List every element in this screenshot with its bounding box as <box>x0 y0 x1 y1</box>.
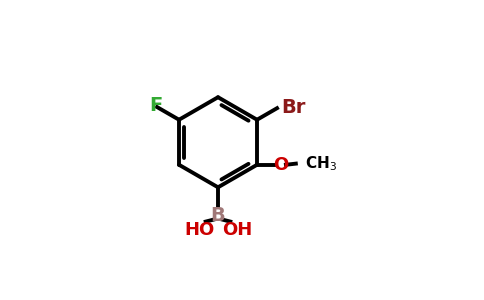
Text: OH: OH <box>222 221 252 239</box>
Text: HO: HO <box>184 221 214 239</box>
Text: F: F <box>149 96 163 116</box>
Text: B: B <box>211 206 226 224</box>
Text: O: O <box>273 156 288 174</box>
Text: CH$_3$: CH$_3$ <box>305 154 337 173</box>
Text: Br: Br <box>282 98 306 116</box>
